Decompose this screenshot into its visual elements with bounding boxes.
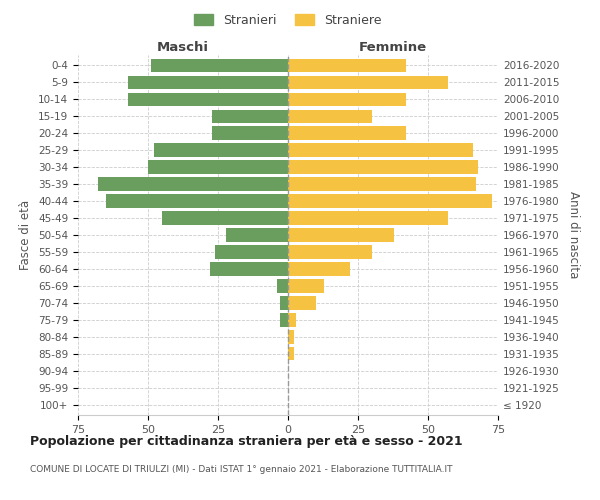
Y-axis label: Anni di nascita: Anni di nascita xyxy=(566,192,580,278)
Legend: Stranieri, Straniere: Stranieri, Straniere xyxy=(190,8,386,32)
Bar xyxy=(148,160,288,173)
Bar xyxy=(288,228,394,241)
Bar xyxy=(277,280,288,292)
Bar xyxy=(288,110,372,123)
Bar xyxy=(288,92,406,106)
Bar xyxy=(212,110,288,123)
Bar xyxy=(215,246,288,258)
Bar xyxy=(226,228,288,241)
Bar xyxy=(288,126,406,140)
Text: Popolazione per cittadinanza straniera per età e sesso - 2021: Popolazione per cittadinanza straniera p… xyxy=(30,435,463,448)
Bar xyxy=(212,126,288,140)
Text: Femmine: Femmine xyxy=(359,41,427,54)
Bar xyxy=(288,296,316,310)
Bar xyxy=(288,314,296,326)
Bar xyxy=(288,58,406,72)
Bar xyxy=(98,178,288,190)
Bar xyxy=(280,296,288,310)
Bar xyxy=(209,262,288,276)
Bar xyxy=(288,160,478,173)
Bar xyxy=(288,144,473,156)
Bar xyxy=(288,178,476,190)
Bar xyxy=(288,347,293,360)
Bar xyxy=(288,280,325,292)
Bar xyxy=(128,92,288,106)
Bar xyxy=(288,262,350,276)
Bar xyxy=(288,194,493,207)
Bar xyxy=(288,246,372,258)
Bar xyxy=(106,194,288,207)
Bar xyxy=(280,314,288,326)
Text: Maschi: Maschi xyxy=(157,41,209,54)
Bar xyxy=(288,330,293,344)
Y-axis label: Fasce di età: Fasce di età xyxy=(19,200,32,270)
Bar xyxy=(151,58,288,72)
Text: COMUNE DI LOCATE DI TRIULZI (MI) - Dati ISTAT 1° gennaio 2021 - Elaborazione TUT: COMUNE DI LOCATE DI TRIULZI (MI) - Dati … xyxy=(30,465,452,474)
Bar xyxy=(288,212,448,224)
Bar xyxy=(162,212,288,224)
Bar xyxy=(154,144,288,156)
Bar xyxy=(128,76,288,89)
Bar xyxy=(288,76,448,89)
